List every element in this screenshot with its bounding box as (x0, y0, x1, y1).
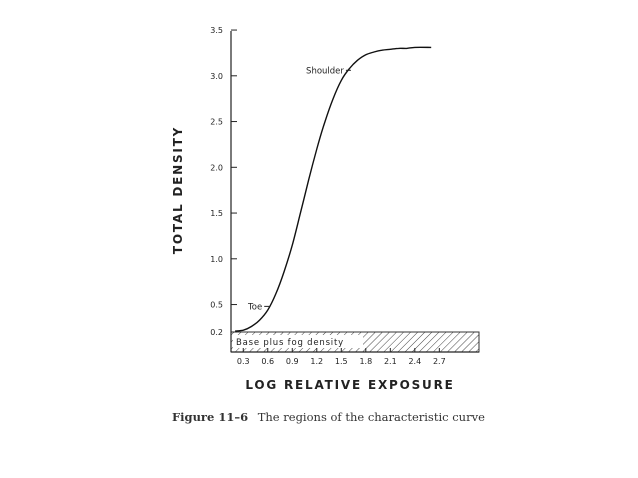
axes (230, 31, 479, 353)
band-label: Base plus fog density (236, 338, 344, 348)
x-tick-label: 2.7 (433, 357, 446, 366)
x-tick-label: 2.4 (408, 357, 421, 366)
annotation-label: Shoulder (306, 66, 344, 76)
x-tick-label: 2.1 (384, 357, 397, 366)
annotations: Shoulder Toe (247, 66, 351, 312)
y-tick-label: 1.5 (210, 209, 223, 218)
y-axis-title: TOTAL DENSITY (171, 126, 185, 254)
base-fog-band: Base plus fog density (230, 331, 480, 353)
y-tick-label: 0.5 (210, 301, 223, 310)
x-axis-title: LOG RELATIVE EXPOSURE (245, 378, 454, 392)
band-label-background (233, 335, 363, 348)
x-tick-label: 0.9 (286, 357, 299, 366)
y-ticks: 0.2 0.5 1.0 1.5 2.0 2.5 3.0 3.5 (210, 26, 237, 337)
y-tick-label: 3.0 (210, 72, 223, 81)
y-tick-label: 2.0 (210, 163, 223, 172)
x-tick-label: 0.6 (261, 357, 274, 366)
characteristic-curve-line (234, 46, 432, 332)
figure-caption: Figure 11–6 The regions of the character… (172, 410, 502, 425)
x-tick-label: 1.5 (335, 357, 348, 366)
curve (234, 46, 432, 332)
caption-label: Figure 11–6 (172, 410, 249, 424)
x-tick-label: 0.3 (237, 357, 250, 366)
y-tick-label: 1.0 (210, 255, 223, 264)
y-tick-label: 0.2 (210, 328, 223, 337)
x-ticks: 0.3 0.6 0.9 1.2 1.5 1.8 2.1 2.4 2.7 (237, 348, 446, 366)
annotation-label: Toe (247, 302, 262, 312)
characteristic-curve-chart: Base plus fog density 0.2 0.5 1.0 1.5 2.0 2.5… (171, 26, 480, 392)
x-tick-label: 1.8 (359, 357, 372, 366)
caption-text: The regions of the characteristic curve (257, 410, 485, 424)
y-tick-label: 3.5 (210, 26, 223, 35)
y-tick-label: 2.5 (210, 118, 223, 127)
x-tick-label: 1.2 (310, 357, 323, 366)
